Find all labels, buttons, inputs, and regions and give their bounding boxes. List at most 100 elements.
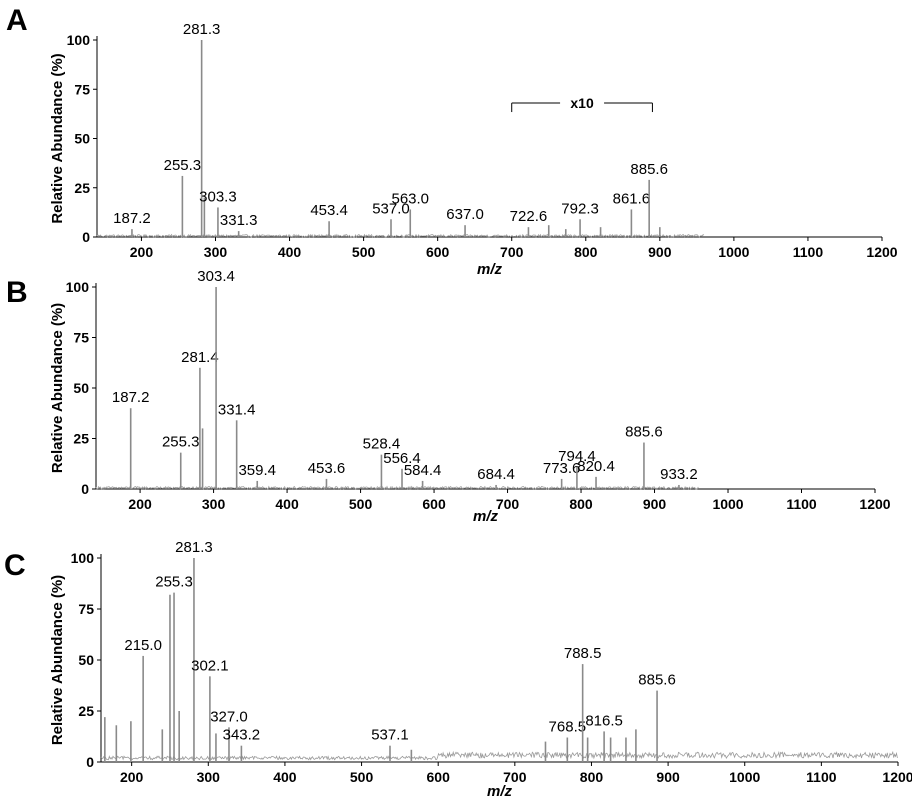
peak-label-A: 187.2	[113, 210, 151, 227]
peak-label-A: 255.3	[164, 157, 202, 174]
peak-label-B: 773.6	[543, 460, 581, 477]
baseline-trace-C	[100, 750, 898, 761]
y-tick-label: 25	[78, 703, 94, 719]
peak-label-C: 327.0	[210, 708, 248, 725]
x-tick-label: 200	[128, 496, 152, 512]
x-tick-label: 1100	[806, 769, 837, 785]
x-tick-label: 800	[569, 496, 593, 512]
peak-label-B: 794.4	[558, 448, 596, 465]
x-tick-label: 600	[426, 244, 450, 260]
x-tick-label: 700	[500, 244, 524, 260]
peak-label-B: 255.3	[162, 434, 200, 451]
peak-label-A: 885.6	[630, 161, 668, 178]
y-tick-label: 100	[71, 550, 95, 566]
y-tick-label: 50	[74, 131, 90, 147]
x-tick-label: 900	[648, 244, 672, 260]
peak-label-C: 768.5	[549, 719, 587, 736]
peak-label-B: 584.4	[404, 462, 442, 479]
x-tick-label: 300	[204, 244, 228, 260]
peak-label-B: 281.4	[181, 349, 219, 366]
x-axis-label-B: m/z	[473, 508, 499, 525]
peak-label-C: 215.0	[124, 637, 162, 654]
x-tick-label: 300	[202, 496, 226, 512]
peak-label-B: 303.4	[197, 268, 235, 285]
panel-letter-A: A	[6, 4, 28, 37]
peak-label-C: 255.3	[155, 574, 193, 591]
x-tick-label: 700	[496, 496, 520, 512]
y-axis-label-B: Relative Abundance (%)	[49, 303, 66, 473]
y-tick-label: 0	[82, 229, 90, 245]
peak-label-C: 788.5	[564, 645, 602, 662]
y-tick-label: 100	[66, 279, 90, 295]
x10-annotation: x10	[570, 95, 594, 111]
peak-label-A: 303.3	[199, 188, 237, 205]
x-tick-label: 200	[130, 244, 154, 260]
x-tick-label: 200	[120, 769, 144, 785]
peak-label-A: 563.0	[391, 190, 429, 207]
x-tick-label: 1000	[729, 769, 760, 785]
peak-label-B: 359.4	[238, 462, 276, 479]
y-axis-label-C: Relative Abundance (%)	[49, 575, 66, 745]
peak-label-B: 933.2	[660, 466, 698, 483]
peak-label-C: 537.1	[371, 727, 409, 744]
peak-label-B: 556.4	[383, 450, 421, 467]
x-tick-label: 500	[350, 769, 374, 785]
peak-label-A: 861.6	[613, 190, 651, 207]
x-tick-label: 400	[273, 769, 297, 785]
peak-label-A: 792.3	[561, 200, 599, 217]
peak-label-B: 453.6	[308, 460, 346, 477]
y-axis-label-A: Relative Abundance (%)	[49, 53, 66, 223]
x-tick-label: 1200	[882, 769, 912, 785]
x-tick-label: 900	[656, 769, 680, 785]
x-tick-label: 500	[352, 244, 376, 260]
panel-letter-B: B	[6, 276, 28, 309]
x-tick-label: 800	[580, 769, 604, 785]
x-tick-label: 400	[278, 244, 302, 260]
peak-label-C: 302.1	[191, 657, 229, 674]
x-tick-label: 600	[422, 496, 446, 512]
peak-label-C: 281.3	[175, 539, 213, 556]
y-tick-label: 75	[74, 81, 90, 97]
x-tick-label: 500	[349, 496, 373, 512]
peak-label-A: 453.4	[310, 202, 348, 219]
peak-label-A: 722.6	[510, 208, 548, 225]
x-tick-label: 300	[197, 769, 221, 785]
y-tick-label: 50	[78, 652, 94, 668]
y-tick-label: 75	[73, 330, 89, 346]
peak-label-C: 816.5	[585, 712, 623, 729]
peak-label-A: 331.3	[220, 212, 258, 229]
x-tick-label: 1000	[718, 244, 749, 260]
peak-label-C: 343.2	[223, 727, 261, 744]
peak-label-A: 537.0	[372, 200, 410, 217]
x-axis-label-C: m/z	[487, 783, 513, 800]
peak-label-B: 331.4	[218, 401, 256, 418]
y-tick-label: 25	[73, 431, 89, 447]
y-tick-label: 0	[86, 754, 94, 770]
peak-label-C: 885.6	[638, 672, 676, 689]
x-tick-label: 1000	[712, 496, 743, 512]
peak-label-A: 281.3	[183, 21, 221, 38]
x-tick-label: 700	[503, 769, 527, 785]
peak-label-B: 528.4	[363, 436, 401, 453]
y-tick-label: 100	[67, 32, 91, 48]
x-tick-label: 600	[427, 769, 451, 785]
baseline-trace-A	[96, 233, 705, 239]
y-tick-label: 0	[81, 481, 89, 497]
x-tick-label: 1200	[859, 496, 890, 512]
y-tick-label: 75	[78, 601, 94, 617]
peak-label-B: 820.4	[577, 458, 615, 475]
x-tick-label: 1100	[793, 244, 824, 260]
peak-label-B: 885.6	[625, 424, 663, 441]
x-axis-label-A: m/z	[477, 261, 503, 278]
y-tick-label: 25	[74, 180, 90, 196]
x-tick-label: 900	[643, 496, 667, 512]
peak-label-A: 637.0	[446, 206, 484, 223]
peak-label-B: 187.2	[112, 389, 150, 406]
x-tick-label: 1200	[866, 244, 897, 260]
x-tick-label: 1100	[786, 496, 817, 512]
x-tick-label: 400	[275, 496, 299, 512]
panel-letter-C: C	[4, 549, 26, 582]
y-tick-label: 50	[73, 380, 89, 396]
